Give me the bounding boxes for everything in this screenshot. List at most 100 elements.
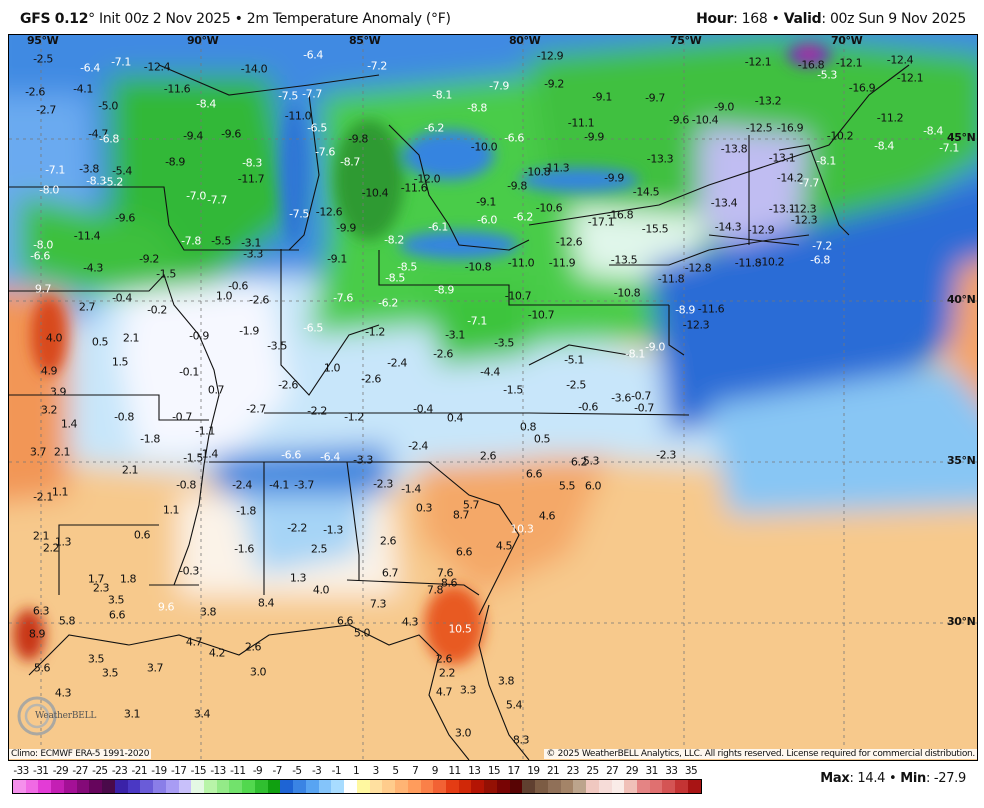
anomaly-value: -9.2 [139, 252, 159, 266]
anomaly-value: -9.1 [327, 252, 347, 266]
anomaly-value: -4.1 [73, 82, 93, 96]
colorbar-swatch [649, 780, 663, 793]
anomaly-value: 3.7 [146, 661, 164, 675]
anomaly-value: -3.1 [241, 236, 261, 250]
anomaly-value: -6.5 [307, 121, 327, 135]
anomaly-value: -1.9 [239, 324, 259, 338]
anomaly-value: -6.2 [378, 296, 398, 310]
anomaly-value: -12.6 [315, 205, 343, 219]
colorbar-swatch [687, 780, 701, 793]
colorbar [12, 779, 702, 794]
anomaly-value: 9.7 [34, 282, 52, 296]
anomaly-value: 1.7 [87, 572, 105, 586]
anomaly-value: -3.3 [243, 247, 263, 261]
anomaly-value: -12.1 [744, 55, 772, 69]
colorbar-tick-label: -5 [292, 765, 302, 777]
anomaly-value: -15.5 [641, 222, 669, 236]
anomaly-value: -10.8 [523, 165, 551, 179]
anomaly-value: -7.9 [489, 79, 509, 93]
anomaly-value: -0.7 [631, 389, 651, 403]
colorbar-swatch [560, 780, 574, 793]
anomaly-value: 1.4 [60, 417, 78, 431]
anomaly-value: -6.2 [513, 210, 533, 224]
colorbar-swatch [420, 780, 434, 793]
anomaly-value: -8.0 [39, 183, 59, 197]
colorbar-swatch [267, 780, 281, 793]
colorbar-swatch [598, 780, 612, 793]
anomaly-value: 8.9 [28, 627, 46, 641]
anomaly-value: -12.1 [896, 71, 924, 85]
anomaly-value: 2.6 [435, 652, 453, 666]
anomaly-value: -7.7 [799, 176, 819, 190]
colorbar-swatch [102, 780, 115, 793]
colorbar-swatch [369, 780, 383, 793]
anomaly-value: -13.8 [720, 142, 748, 156]
anomaly-value: 3.9 [49, 385, 67, 399]
map-title: GFS 0.12° Init 00z 2 Nov 2025 • 2m Tempe… [20, 11, 451, 27]
anomaly-value: -0.3 [179, 564, 199, 578]
anomaly-value: 4.0 [45, 331, 63, 345]
lon-label: 70°W [831, 34, 863, 47]
colorbar-swatch [51, 780, 64, 793]
anomaly-value: 2.2 [438, 666, 456, 680]
colorbar-tick-label: -11 [230, 765, 246, 777]
colorbar-swatch [242, 780, 255, 793]
anomaly-value: -7.7 [302, 87, 322, 101]
valid-label: Valid [783, 11, 822, 27]
anomaly-value: -8.7 [340, 155, 360, 169]
anomaly-value: 4.0 [312, 583, 330, 597]
anomaly-value: 2.1 [53, 445, 71, 459]
anomaly-value: 6.0 [584, 479, 602, 493]
colorbar-tick-label: 13 [468, 765, 481, 777]
anomaly-value: 1.0 [323, 361, 341, 375]
anomaly-value: -10.4 [691, 113, 719, 127]
anomaly-value: 6.2 [570, 455, 588, 469]
anomaly-value: -11.4 [73, 229, 101, 243]
anomaly-value: -11.2 [876, 111, 904, 125]
anomaly-value: -11.9 [548, 256, 576, 270]
anomaly-value: -14.5 [632, 185, 660, 199]
anomaly-value: -8.2 [384, 233, 404, 247]
anomaly-value: -7.5 [289, 207, 309, 221]
anomaly-value: -0.7 [172, 410, 192, 424]
anomaly-value: -1.8 [236, 504, 256, 518]
anomaly-value: 0.5 [91, 335, 109, 349]
anomaly-value: -16.9 [776, 121, 804, 135]
anomaly-value: -12.4 [886, 53, 914, 67]
anomaly-value: 5.5 [558, 479, 576, 493]
lon-label: 85°W [349, 34, 381, 47]
anomaly-value: 3.3 [459, 683, 477, 697]
anomaly-value: -9.9 [336, 221, 356, 235]
colorbar-swatch [433, 780, 446, 793]
anomaly-value: -7.8 [181, 234, 201, 248]
anomaly-value: -9.6 [669, 113, 689, 127]
anomaly-value: 7.3 [369, 597, 387, 611]
anomaly-value: -11.8 [657, 272, 685, 286]
anomaly-value: 6.6 [108, 608, 126, 622]
anomaly-value: -11.6 [697, 302, 725, 316]
anomaly-value: 4.6 [538, 509, 556, 523]
anomaly-value: 3.4 [193, 707, 211, 721]
anomaly-value: -11.6 [163, 82, 191, 96]
anomaly-value: -7.1 [45, 163, 65, 177]
anomaly-value: -13.1 [768, 202, 796, 216]
colorbar-tick-label: 23 [566, 765, 580, 777]
anomaly-value: -6.2 [424, 121, 444, 135]
anomaly-value: -7.1 [467, 314, 487, 328]
anomaly-value: -3.5 [494, 336, 514, 350]
anomaly-value: -1.3 [323, 523, 343, 537]
colorbar-tick-label: -3 [311, 765, 322, 777]
anomaly-value: -1.8 [140, 432, 160, 446]
anomaly-value: -14.0 [240, 62, 268, 76]
colorbar-tick-label: 19 [527, 765, 540, 777]
anomaly-value: -8.9 [165, 155, 185, 169]
colorbar-swatch [586, 780, 599, 793]
anomaly-value: -11.0 [284, 109, 312, 123]
anomaly-value: -2.3 [656, 448, 676, 462]
anomaly-value: -10.0 [470, 140, 498, 154]
colorbar-swatch [140, 780, 154, 793]
graticule-lines [9, 35, 977, 760]
anomaly-value: 7.8 [426, 583, 444, 597]
colorbar-swatch [293, 780, 306, 793]
colorbar-swatch [636, 780, 650, 793]
